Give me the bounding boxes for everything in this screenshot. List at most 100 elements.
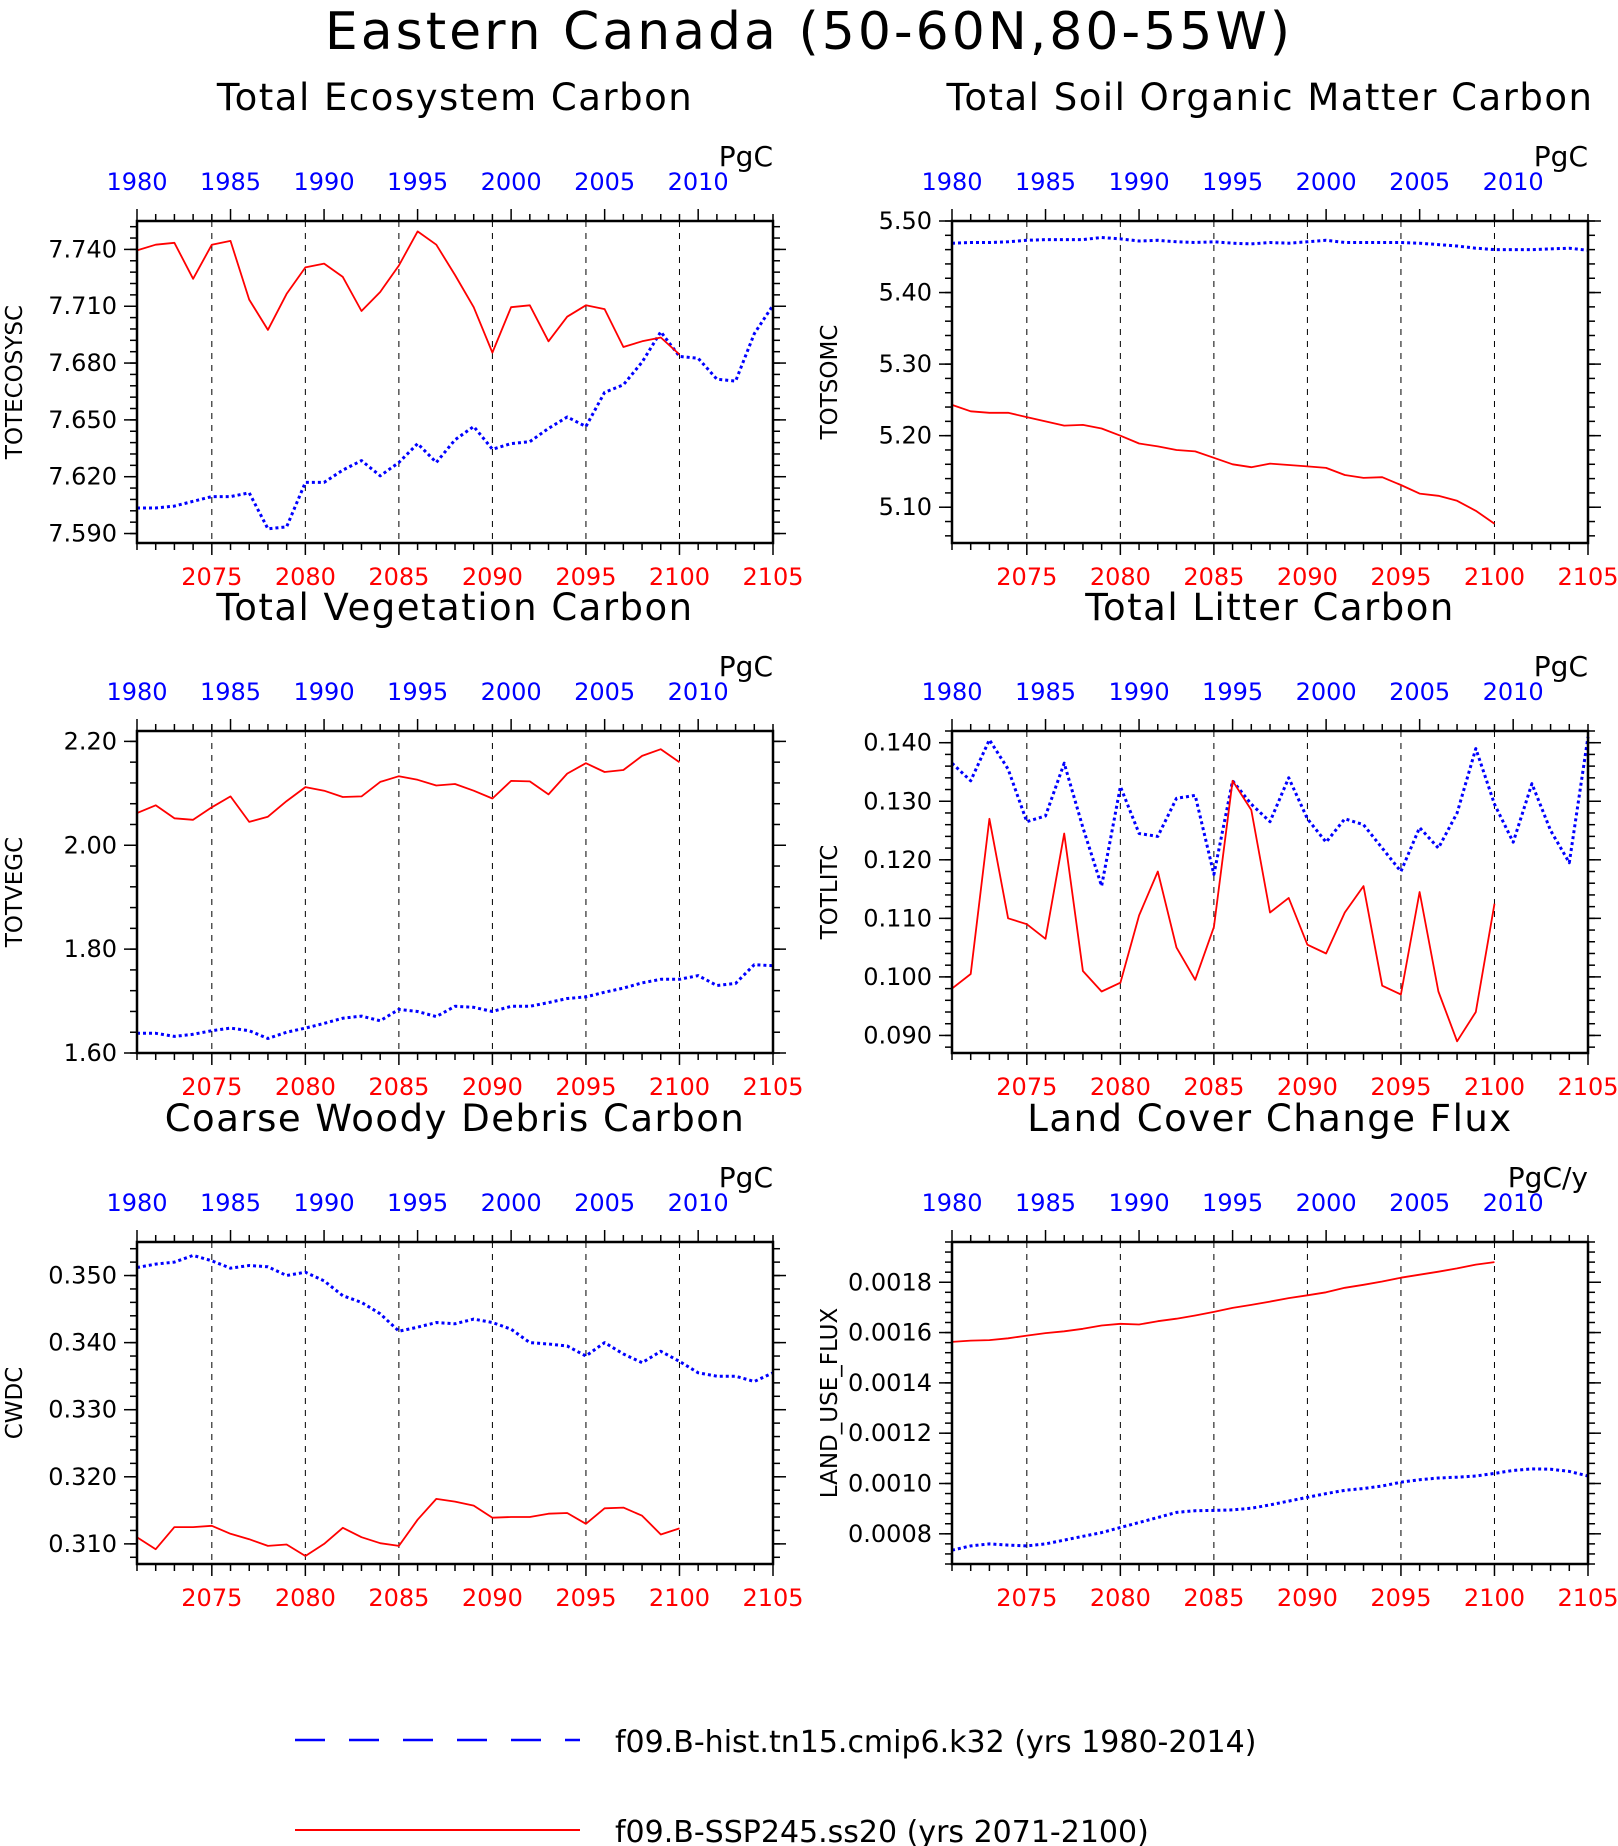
x-tick-label-bottom: 2090 bbox=[1277, 1073, 1338, 1101]
x-tick-label-bottom: 2085 bbox=[368, 563, 429, 591]
y-tick-label: 0.130 bbox=[863, 787, 932, 815]
x-tick-label-top: 1985 bbox=[200, 1189, 261, 1217]
units-label: PgC bbox=[719, 1161, 773, 1194]
series-line-hist bbox=[137, 304, 775, 531]
chart-panel-2: Total Soil Organic Matter Carbon PgC TOTSO… bbox=[817, 76, 1618, 591]
x-tick-label-bottom: 2095 bbox=[555, 563, 616, 591]
x-tick-label-bottom: 2075 bbox=[996, 1073, 1057, 1101]
y-tick-label: 0.350 bbox=[48, 1262, 117, 1290]
x-tick-label-bottom: 2075 bbox=[181, 1584, 242, 1612]
y-tick-label: 7.740 bbox=[48, 235, 117, 263]
plot-frame bbox=[950, 219, 1590, 545]
panel-title: Total Litter Carbon bbox=[1084, 586, 1455, 629]
series-line-ssp bbox=[136, 1498, 680, 1557]
y-tick-label: 0.0018 bbox=[848, 1268, 932, 1296]
y-tick-label: 0.0008 bbox=[848, 1520, 932, 1548]
units-label: PgC bbox=[1534, 650, 1588, 683]
x-tick-label-bottom: 2075 bbox=[181, 563, 242, 591]
x-tick-label-top: 1990 bbox=[1109, 678, 1170, 706]
y-tick-label: 0.0012 bbox=[848, 1419, 932, 1447]
x-tick-label-top: 2000 bbox=[1296, 168, 1357, 196]
units-label: PgC/y bbox=[1508, 1161, 1588, 1194]
y-axis-label: TOTSOMC bbox=[817, 325, 843, 441]
y-tick-label: 1.80 bbox=[64, 935, 117, 963]
x-tick-label-bottom: 2105 bbox=[742, 1584, 803, 1612]
x-tick-label-top: 1990 bbox=[1109, 1189, 1170, 1217]
x-tick-label-bottom: 2090 bbox=[462, 1073, 523, 1101]
x-tick-label-top: 2010 bbox=[668, 1189, 729, 1217]
panel-title: Land Cover Change Flux bbox=[1027, 1097, 1512, 1140]
y-axis-label: TOTVEGC bbox=[2, 837, 28, 948]
x-tick-label-top: 2000 bbox=[481, 678, 542, 706]
chart-panel-1: Total Ecosystem Carbon PgC TOTECOSYSC 2075 2… bbox=[2, 76, 804, 591]
x-tick-label-bottom: 2095 bbox=[1370, 1584, 1431, 1612]
x-tick-label-bottom: 2090 bbox=[1277, 1584, 1338, 1612]
x-tick-label-bottom: 2075 bbox=[996, 563, 1057, 591]
x-tick-label-top: 1980 bbox=[921, 678, 982, 706]
x-tick-label-top: 2010 bbox=[668, 678, 729, 706]
x-tick-label-bottom: 2105 bbox=[1557, 1073, 1618, 1101]
x-tick-label-bottom: 2080 bbox=[1090, 1073, 1151, 1101]
x-tick-label-top: 2005 bbox=[574, 678, 635, 706]
x-tick-label-top: 1995 bbox=[1202, 678, 1263, 706]
plot-frame bbox=[950, 729, 1590, 1055]
y-tick-label: 0.0014 bbox=[848, 1369, 932, 1397]
series-line-ssp bbox=[951, 404, 1496, 525]
series-line-hist bbox=[951, 1467, 1589, 1552]
x-tick-label-top: 2005 bbox=[574, 1189, 635, 1217]
y-tick-label: 7.710 bbox=[48, 292, 117, 320]
series-line-hist bbox=[137, 963, 774, 1040]
y-tick-label: 5.20 bbox=[879, 422, 932, 450]
x-tick-label-top: 1990 bbox=[294, 168, 355, 196]
series-line-hist bbox=[136, 1253, 774, 1383]
y-tick-label: 7.590 bbox=[48, 520, 117, 548]
y-tick-label: 0.330 bbox=[48, 1396, 117, 1424]
units-label: PgC bbox=[719, 140, 773, 173]
x-tick-label-top: 2005 bbox=[1389, 1189, 1450, 1217]
x-tick-label-top: 1980 bbox=[106, 678, 167, 706]
x-tick-label-top: 2010 bbox=[668, 168, 729, 196]
x-tick-label-top: 2000 bbox=[481, 1189, 542, 1217]
x-tick-label-top: 1995 bbox=[387, 168, 448, 196]
plot-frame bbox=[135, 729, 775, 1055]
x-tick-label-top: 1995 bbox=[1202, 168, 1263, 196]
y-tick-label: 0.0016 bbox=[848, 1319, 932, 1347]
y-tick-label: 5.50 bbox=[879, 207, 932, 235]
panel-title: Coarse Woody Debris Carbon bbox=[165, 1097, 746, 1140]
x-tick-label-top: 1985 bbox=[200, 678, 261, 706]
x-tick-label-bottom: 2085 bbox=[368, 1584, 429, 1612]
x-tick-label-top: 1985 bbox=[200, 168, 261, 196]
units-label: PgC bbox=[719, 650, 773, 683]
x-tick-label-bottom: 2085 bbox=[1183, 1073, 1244, 1101]
y-tick-label: 0.320 bbox=[48, 1463, 117, 1491]
y-tick-label: 0.310 bbox=[48, 1530, 117, 1558]
x-tick-label-top: 2005 bbox=[574, 168, 635, 196]
x-tick-label-bottom: 2100 bbox=[1464, 1073, 1525, 1101]
x-tick-label-top: 1985 bbox=[1015, 1189, 1076, 1217]
y-tick-label: 5.30 bbox=[879, 350, 932, 378]
x-tick-label-top: 1980 bbox=[921, 1189, 982, 1217]
y-axis-label: TOTLITC bbox=[817, 845, 843, 941]
x-tick-label-top: 1990 bbox=[294, 1189, 355, 1217]
plot-frame bbox=[135, 219, 775, 545]
x-tick-label-bottom: 2095 bbox=[1370, 1073, 1431, 1101]
chart-panel-6: Land Cover Change Flux PgC/y LAND_USE_FLUX… bbox=[817, 1097, 1618, 1612]
x-tick-label-bottom: 2080 bbox=[1090, 1584, 1151, 1612]
x-tick-label-bottom: 2075 bbox=[996, 1584, 1057, 1612]
x-tick-label-bottom: 2080 bbox=[275, 563, 336, 591]
plot-frame bbox=[950, 1240, 1590, 1566]
x-tick-label-bottom: 2105 bbox=[1557, 1584, 1618, 1612]
x-tick-label-top: 2005 bbox=[1389, 168, 1450, 196]
x-tick-label-bottom: 2085 bbox=[1183, 563, 1244, 591]
legend-label-ssp: f09.B-SSP245.ss20 (yrs 2071-2100) bbox=[615, 1815, 1149, 1846]
x-tick-label-bottom: 2085 bbox=[368, 1073, 429, 1101]
chart-panels: Total Ecosystem Carbon PgC TOTECOSYSC 2075 2… bbox=[2, 76, 1618, 1612]
x-tick-label-top: 1995 bbox=[387, 1189, 448, 1217]
page-title: Eastern Canada (50-60N,80-55W) bbox=[324, 2, 1294, 62]
series-line-hist bbox=[951, 236, 1589, 252]
x-tick-label-bottom: 2080 bbox=[1090, 563, 1151, 591]
legend: f09.B-hist.tn15.cmip6.k32 (yrs 1980-2014… bbox=[295, 1725, 1256, 1846]
x-tick-label-bottom: 2075 bbox=[181, 1073, 242, 1101]
y-tick-label: 0.120 bbox=[863, 846, 932, 874]
x-tick-label-bottom: 2105 bbox=[742, 563, 803, 591]
